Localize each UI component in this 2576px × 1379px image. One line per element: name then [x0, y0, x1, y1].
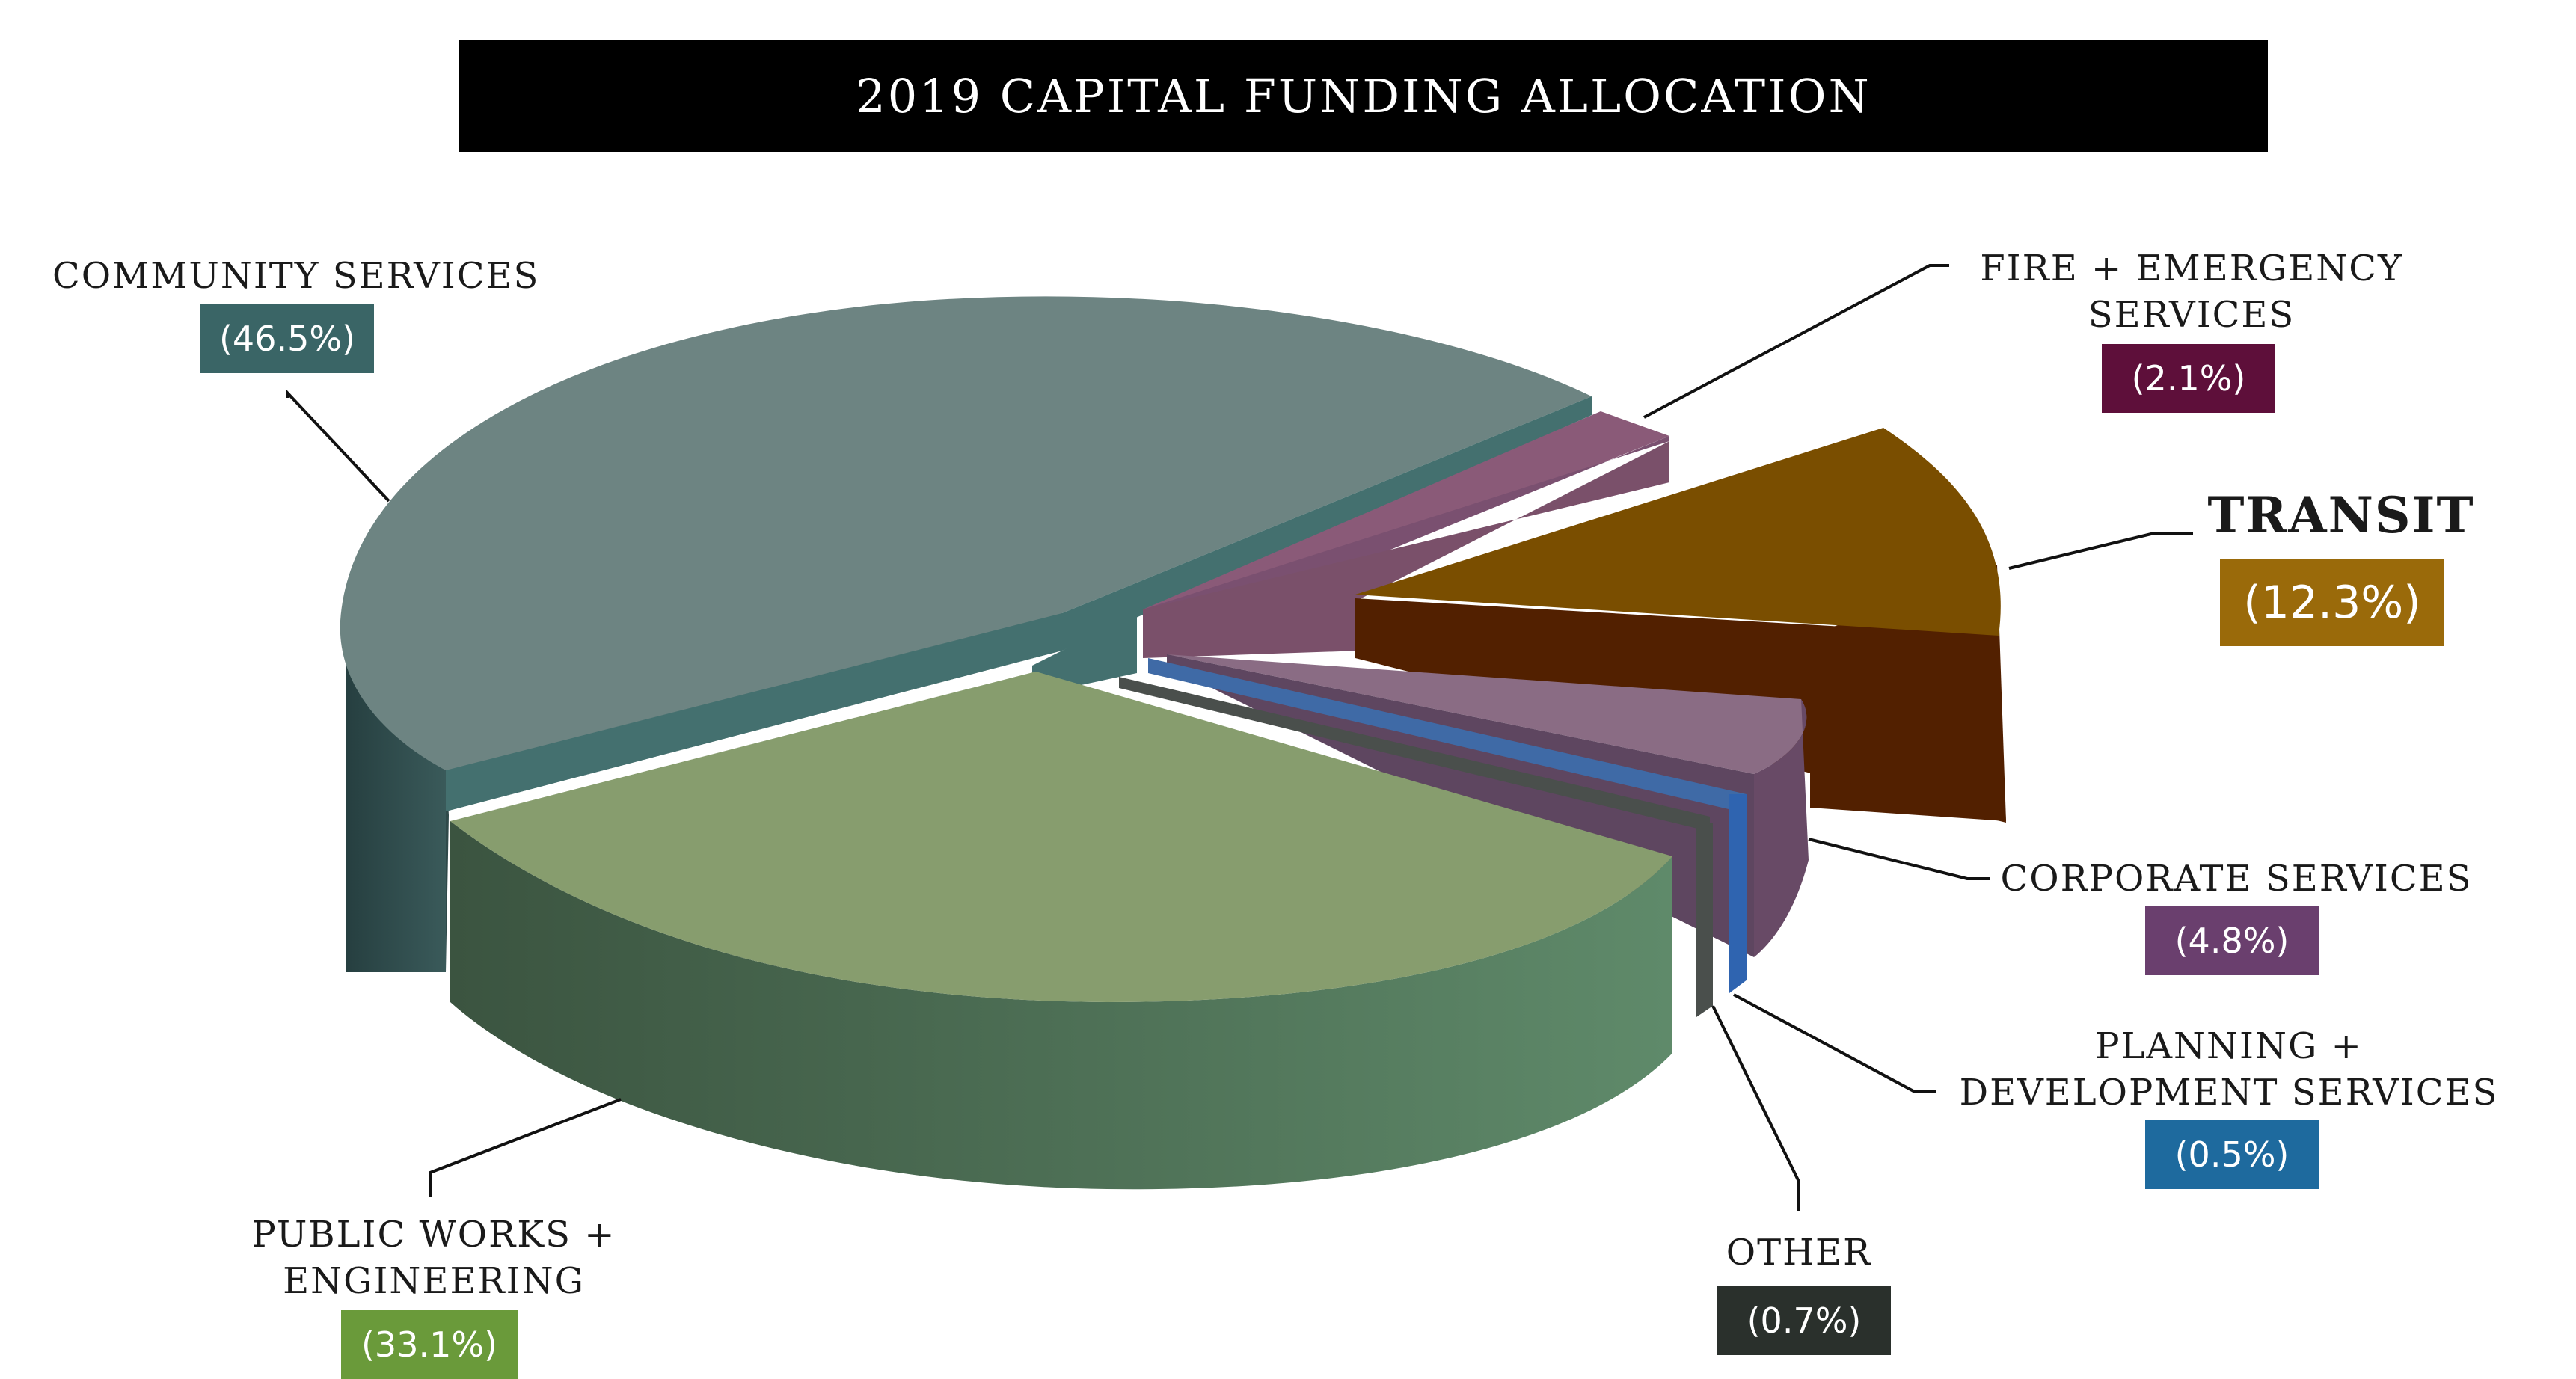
badge-public-value: (33.1%)	[361, 1324, 498, 1365]
badge-fire-emergency: (2.1%)	[2102, 344, 2275, 413]
badge-other-value: (0.7%)	[1747, 1300, 1862, 1341]
chart-title-bar: 2019 CAPITAL FUNDING ALLOCATION	[459, 40, 2268, 152]
label-corporate: CORPORATE SERVICES	[1990, 856, 2483, 902]
slice-other	[1119, 677, 1713, 1017]
slice-community-inner-face-2	[1062, 396, 1592, 651]
slice-planning-side	[1729, 794, 1747, 993]
badge-corporate: (4.8%)	[2145, 906, 2319, 975]
leader-corporate	[1808, 838, 1990, 880]
label-fire-emergency: FIRE + EMERGENCY SERVICES	[1967, 245, 2416, 338]
slice-other-top	[1119, 677, 1710, 832]
badge-transit-value: (12.3%)	[2243, 577, 2421, 629]
slice-fire-face	[1143, 441, 1669, 658]
chart-title: 2019 CAPITAL FUNDING ALLOCATION	[856, 68, 1871, 123]
badge-planning-value: (0.5%)	[2174, 1134, 2290, 1175]
label-corporate-text: CORPORATE SERVICES	[2000, 858, 2473, 900]
leader-transit	[2008, 532, 2193, 570]
label-planning-line1: PLANNING +	[2095, 1025, 2363, 1067]
label-other: OTHER	[1705, 1229, 1892, 1276]
slice-community-side	[346, 643, 446, 972]
label-fire-line2: SERVICES	[2088, 294, 2296, 336]
leader-lines	[286, 264, 2193, 1211]
leader-community	[286, 388, 390, 503]
slice-community-top	[340, 296, 1592, 811]
slice-planning-top	[1148, 658, 1747, 812]
slice-other-side	[1696, 823, 1713, 1017]
label-public-works: PUBLIC WORKS + ENGINEERING	[209, 1211, 658, 1304]
leader-fire	[1643, 264, 1949, 419]
leader-other	[1711, 1005, 1800, 1211]
label-transit-text: TRANSIT	[2207, 486, 2475, 544]
slice-public-works-top	[450, 672, 1672, 1002]
label-community-text: COMMUNITY SERVICES	[52, 255, 540, 297]
label-fire-line1: FIRE + EMERGENCY	[1980, 248, 2403, 289]
label-planning-line2: DEVELOPMENT SERVICES	[1959, 1072, 2499, 1114]
slice-community-inner-face	[446, 613, 1062, 811]
slice-planning	[1148, 658, 1747, 993]
label-planning: PLANNING + DEVELOPMENT SERVICES	[1945, 1023, 2513, 1116]
slice-corporate-top	[1167, 654, 1807, 774]
slice-public-works	[450, 672, 1672, 1190]
label-other-text: OTHER	[1726, 1232, 1872, 1274]
slice-public-works-side	[450, 821, 1672, 1190]
slice-community-inner-face-3	[1032, 613, 1137, 695]
label-public-line2: ENGINEERING	[283, 1260, 585, 1302]
leader-public	[429, 1098, 622, 1197]
badge-planning: (0.5%)	[2145, 1120, 2319, 1189]
badge-public-works: (33.1%)	[341, 1310, 518, 1379]
slice-transit-top	[1355, 428, 2001, 636]
badge-community-value: (46.5%)	[218, 319, 356, 359]
slice-community-side-front	[446, 763, 449, 972]
label-community-services: COMMUNITY SERVICES	[52, 253, 538, 299]
badge-fire-value: (2.1%)	[2131, 358, 2246, 399]
slice-community-services	[340, 296, 1592, 972]
leader-planning	[1733, 993, 1936, 1093]
slice-corporate-side	[1754, 699, 1809, 957]
slice-fire-emergency	[1143, 411, 1669, 658]
badge-transit: (12.3%)	[2220, 559, 2444, 646]
badge-community-services: (46.5%)	[200, 304, 374, 373]
badge-corporate-value: (4.8%)	[2174, 921, 2290, 961]
label-public-line1: PUBLIC WORKS +	[251, 1214, 616, 1256]
badge-other: (0.7%)	[1717, 1286, 1891, 1355]
label-transit: TRANSIT	[2192, 491, 2491, 540]
